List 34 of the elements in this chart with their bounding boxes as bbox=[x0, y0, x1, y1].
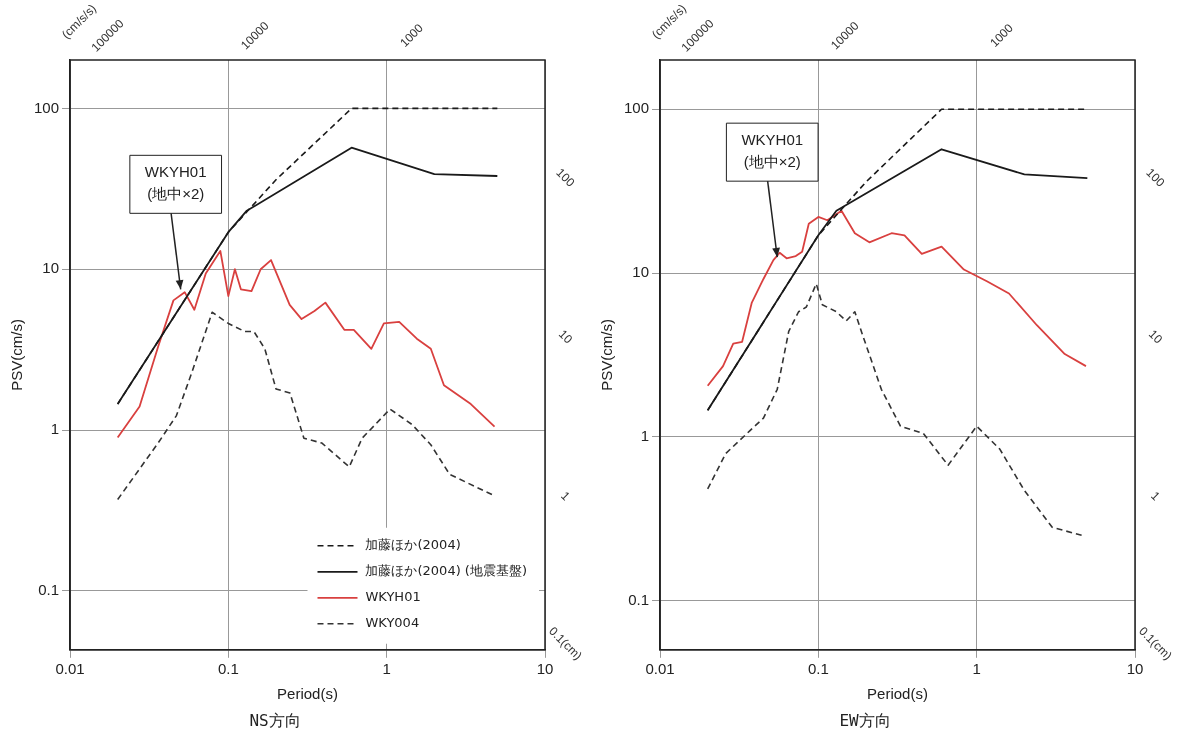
y-axis-title: PSV(cm/s) bbox=[598, 319, 616, 391]
x-tick-label: 1 bbox=[972, 659, 981, 677]
x-tick-label: 10 bbox=[536, 659, 554, 677]
annotation: WKYH01 (地中×2) bbox=[144, 163, 207, 203]
y-tick-label: 100 bbox=[34, 98, 60, 116]
y-tick-label: 0.1 bbox=[38, 581, 60, 598]
x-axis-title: Period(s) bbox=[277, 684, 338, 702]
legend-label: 加藤ほか(2004) bbox=[365, 537, 461, 553]
legend-label: WKYH01 bbox=[365, 589, 421, 605]
x-tick-label: 0.01 bbox=[55, 659, 85, 677]
text: 100 bbox=[553, 165, 578, 190]
text: 1 bbox=[1148, 488, 1164, 504]
y-tick-label: 1 bbox=[640, 426, 650, 444]
y-axis-title: PSV(cm/s) bbox=[8, 319, 26, 391]
y-tick-label: 10 bbox=[42, 259, 60, 277]
y-tick-label: 100 bbox=[624, 99, 650, 117]
x-tick-label: 0.1 bbox=[807, 659, 829, 677]
legend-label: WKY004 bbox=[365, 615, 420, 631]
text: 10 bbox=[555, 327, 576, 347]
annotation: WKYH01 (地中×2) bbox=[741, 131, 804, 171]
y-tick-label: 10 bbox=[632, 263, 650, 281]
x-tick-label: 1 bbox=[382, 659, 391, 677]
text: NS方向 bbox=[249, 710, 301, 730]
text: EW方向 bbox=[839, 710, 891, 730]
x-axis-title: Period(s) bbox=[867, 684, 928, 702]
text: 1 bbox=[558, 488, 574, 504]
y-tick-label: 0.1 bbox=[628, 590, 650, 608]
y-tick-label: 1 bbox=[50, 420, 60, 438]
x-tick-label: 0.01 bbox=[645, 659, 675, 677]
x-tick-label: 10 bbox=[1126, 659, 1144, 677]
text: 10 bbox=[1145, 327, 1166, 347]
x-tick-label: 0.1 bbox=[217, 659, 239, 677]
text: 100 bbox=[1143, 165, 1168, 190]
legend-label: 加藤ほか(2004) (地震基盤) bbox=[365, 563, 528, 579]
